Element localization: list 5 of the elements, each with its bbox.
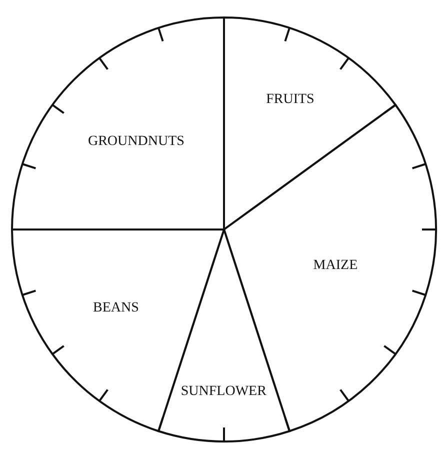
slice-label: BEANS: [93, 300, 139, 316]
slice-label: FRUITS: [266, 92, 314, 108]
slice-label: GROUNDNUTS: [88, 134, 184, 150]
slice-label: SUNFLOWER: [180, 384, 268, 399]
slice-label: MAIZE: [313, 258, 358, 274]
